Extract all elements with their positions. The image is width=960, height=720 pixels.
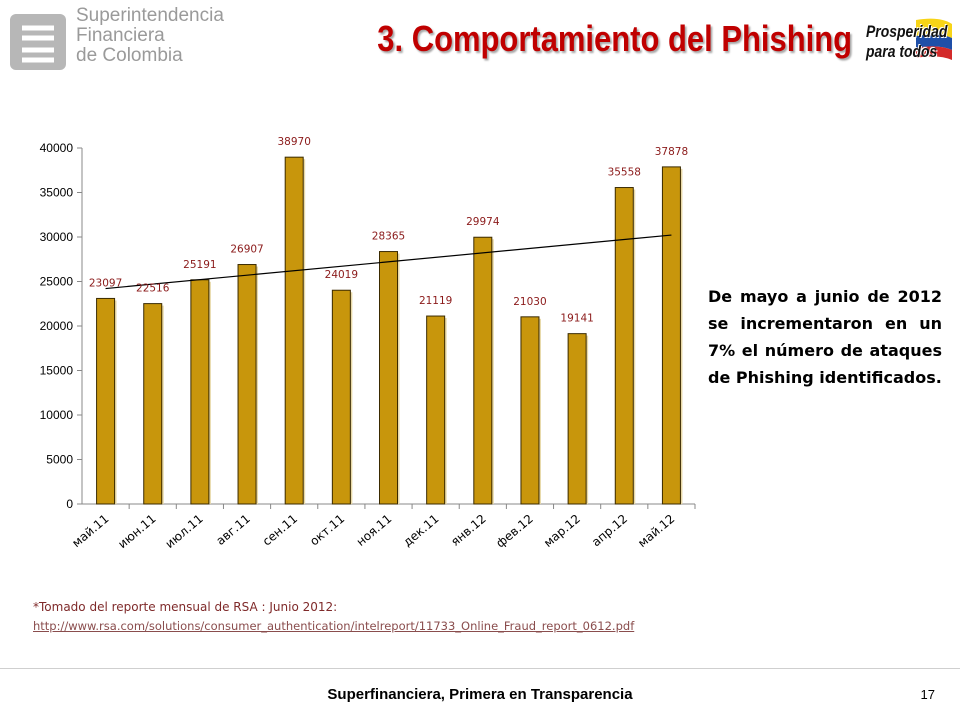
x-tick-label: янв.12 [448,512,489,549]
x-tick-label: окт.11 [307,512,347,549]
page-number: 17 [920,687,935,702]
y-tick-label: 5000 [46,453,73,467]
y-tick-label: 0 [66,497,73,511]
bar [426,315,446,505]
data-label: 29974 [466,216,500,228]
x-tick-label: авг.11 [213,512,253,548]
bar [567,333,587,505]
bar [143,303,163,505]
data-label: 24019 [325,269,358,281]
data-label: 22516 [136,283,170,295]
phishing-bar-chart: 0 5000 10000 15000 20000 25000 30000 35000 40000… [40,136,696,552]
x-tick-label: мар.12 [541,512,583,550]
bar [331,289,351,505]
source-note: *Tomado del reporte mensual de RSA : Jun… [33,600,338,614]
x-tick-label: июн.11 [115,512,158,552]
bar [284,156,304,505]
footer-divider [0,668,960,669]
y-tick-label: 20000 [40,319,74,333]
summary-text: De mayo a junio de 2012 se incrementaron… [708,287,942,387]
data-label: 21119 [419,295,452,307]
bar [520,316,540,505]
bar [661,166,681,505]
x-tick-label: дек.11 [400,512,441,550]
data-label: 25191 [183,259,216,271]
colombia-flag-icon [916,18,952,60]
bar [96,297,116,505]
bar [190,279,210,505]
x-tick-label: май.12 [635,512,677,551]
logo-mark-icon [10,14,66,70]
badge-line-1: Prosperidad [866,22,948,41]
superfinanciera-logo: Superintendencia Financiera de Colombia [6,6,246,76]
page-title: 3. Comportamiento del Phishing [377,18,852,59]
data-label: 21030 [513,296,546,308]
x-tick-label: сен.11 [260,512,300,549]
logo-line-2: Financiera [76,25,165,46]
y-tick-label: 30000 [40,230,74,244]
data-label: 28365 [372,231,405,243]
logo-line-3: de Colombia [76,45,183,66]
data-label: 19141 [560,313,593,325]
x-tick-label: фев.12 [493,512,536,551]
bar [614,187,634,505]
bar [379,251,398,505]
y-tick-label: 40000 [40,141,74,155]
x-tick-label: апр.12 [589,512,630,550]
trend-line [105,234,672,290]
y-tick-label: 10000 [40,408,74,422]
data-label: 37878 [655,146,688,158]
bar [237,264,257,505]
x-tick-label: ноя.11 [354,512,395,549]
y-tick-label: 15000 [40,364,74,378]
source-link[interactable]: http://www.rsa.com/solutions/consumer_au… [33,619,635,633]
logo-text: Superintendencia Financiera de Colombia [76,6,224,66]
data-label: 35558 [608,167,641,179]
y-tick-label: 25000 [40,275,74,289]
x-tick-label: июл.11 [163,512,206,551]
bar [473,236,493,505]
data-label: 23097 [89,277,122,289]
logo-line-1: Superintendencia [76,5,224,26]
footer-text: Superfinanciera, Primera en Transparenci… [327,686,633,703]
data-label: 26907 [230,244,263,256]
x-tick-label: май.11 [69,512,111,551]
y-tick-label: 35000 [40,186,74,200]
badge-line-2: para todos [866,42,938,61]
prosperidad-badge: Prosperidad para todos [862,14,954,76]
data-label: 38970 [277,136,310,148]
